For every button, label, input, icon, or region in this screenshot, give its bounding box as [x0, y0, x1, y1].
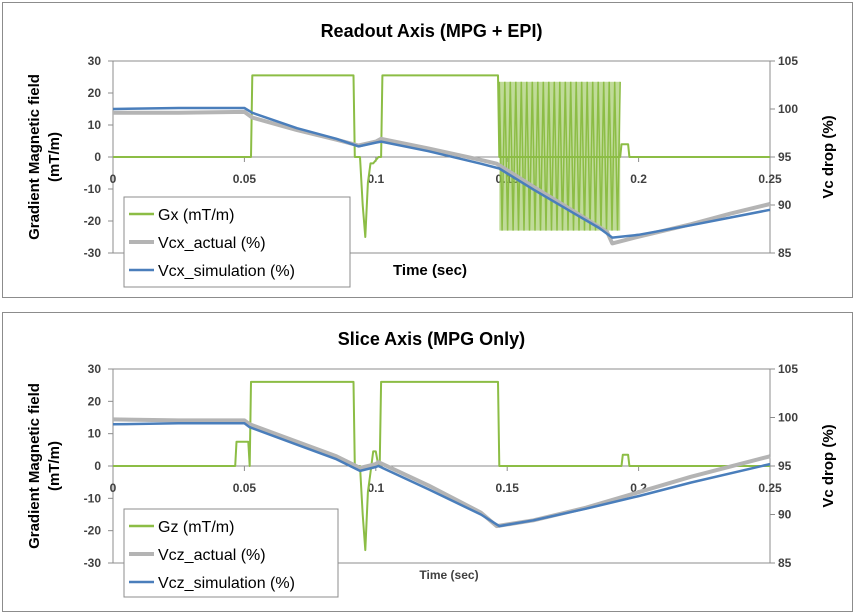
series-line-1	[112, 417, 771, 529]
y-left-tick-label: 20	[88, 394, 102, 408]
y-left-tick-label: -30	[84, 556, 102, 570]
y-left-axis-label-line1: Gradient Magnetic field	[26, 383, 43, 549]
x-tick-label: 0.1	[367, 172, 384, 186]
y-right-tick-label: 95	[778, 459, 792, 473]
y-right-tick-label: 85	[778, 556, 792, 570]
x-tick-label: 0.25	[758, 481, 782, 495]
x-tick-label: 0.1	[367, 481, 384, 495]
legend-label: Gz (mT/m)	[158, 519, 234, 536]
y-right-tick-label: 90	[778, 508, 792, 522]
series-2-group	[112, 422, 771, 528]
x-axis-label: Time (sec)	[419, 568, 478, 582]
series-line-1	[113, 109, 771, 246]
y-left-tick-label: -30	[84, 246, 102, 260]
x-tick-label: 0.05	[233, 172, 257, 186]
series-1-group	[113, 109, 771, 246]
y-right-tick-label: 100	[778, 411, 798, 425]
legend-label: Gx (mT/m)	[158, 207, 234, 224]
y-right-tick-label: 100	[778, 102, 798, 116]
chart-readout-axis: Readout Axis (MPG + EPI)3020100-10-20-30…	[26, 21, 837, 288]
series-0-group	[113, 380, 770, 552]
y-left-tick-label: -10	[84, 182, 102, 196]
y-left-tick-label: 20	[88, 86, 102, 100]
y-right-tick-label: 90	[778, 198, 792, 212]
y-left-tick-label: -10	[84, 491, 102, 505]
series-line-2	[112, 422, 771, 528]
series-line-0	[113, 74, 770, 238]
legend-label: Vcx_actual (%)	[158, 235, 266, 252]
series-line-0	[113, 380, 770, 552]
x-tick-label: 0.25	[758, 172, 782, 186]
chart-panel-slice: Slice Axis (MPG Only) 30 20 10 0 -10 -20 -30 105…	[2, 312, 853, 612]
y-left-tick-label: 0	[94, 150, 101, 164]
x-tick-label: 0	[110, 481, 117, 495]
y-left-tick-label: -20	[84, 524, 102, 538]
y-left-tick-label: 10	[88, 118, 102, 132]
x-tick-label: 0	[110, 172, 117, 186]
x-tick-label: 0.05	[233, 481, 257, 495]
chart-slice-axis: Slice Axis (MPG Only)3020100-10-20-30105…	[26, 329, 837, 598]
chart-panel-readout: Readout Axis (MPG + EPI) 30 20 10 0 -10 -20 -30…	[2, 2, 853, 298]
legend-box	[123, 508, 339, 598]
y-left-axis-label-line1: Gradient Magnetic field	[26, 74, 43, 240]
x-tick-label: 0.2	[630, 172, 647, 186]
legend-label: Vcz_actual (%)	[158, 547, 266, 564]
y-right-axis-label: Vc drop (%)	[820, 424, 837, 507]
legend-label: Vcz_simulation (%)	[158, 575, 295, 592]
series-line-2	[112, 106, 771, 239]
y-right-tick-label: 85	[778, 246, 792, 260]
chart-title: Slice Axis (MPG Only)	[338, 329, 525, 349]
y-right-tick-label: 105	[778, 54, 798, 68]
y-left-tick-label: 30	[88, 362, 102, 376]
y-left-tick-label: 30	[88, 54, 102, 68]
y-left-tick-label: -20	[84, 214, 102, 228]
y-right-tick-label: 105	[778, 362, 798, 376]
legend-label: Vcx_simulation (%)	[158, 263, 295, 280]
x-tick-label: 0.15	[496, 481, 520, 495]
series-2-group	[112, 106, 771, 239]
y-right-tick-label: 95	[778, 150, 792, 164]
y-left-tick-label: 0	[94, 459, 101, 473]
y-right-axis-label: Vc drop (%)	[820, 115, 837, 198]
series-1-group	[112, 417, 771, 529]
chart-title: Readout Axis (MPG + EPI)	[321, 21, 543, 41]
y-left-axis-label-line2: (mT/m)	[46, 132, 63, 182]
x-axis-label: Time (sec)	[393, 262, 467, 279]
legend-box	[123, 196, 351, 288]
y-left-tick-label: 10	[88, 427, 102, 441]
y-left-axis-label-line2: (mT/m)	[46, 441, 63, 491]
